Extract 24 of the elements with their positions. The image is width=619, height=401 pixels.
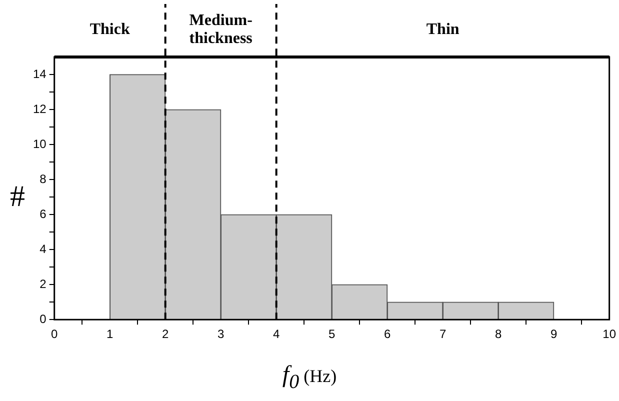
y-tick-label: 2 — [40, 276, 47, 291]
y-tick-label: 6 — [40, 206, 47, 221]
x-axis-title: f$_{0}$ (Hz) — [281, 362, 338, 394]
x-tick-label: 3 — [217, 327, 224, 342]
x-tick-label: 8 — [494, 327, 502, 342]
x-tick-label: 5 — [328, 327, 336, 342]
y-tick-label: 4 — [40, 242, 47, 256]
y-tick-label: 0 — [40, 312, 47, 326]
y-tick-label: 14 — [32, 66, 47, 81]
x-tick-label: 6 — [384, 327, 391, 342]
x-tick-label: 10 — [602, 327, 616, 342]
x-tick-label: 1 — [106, 327, 114, 342]
text: Medium-thickness — [189, 12, 252, 48]
text: Thin — [426, 21, 460, 38]
text: Thick — [90, 21, 130, 38]
y-tick-label: 12 — [32, 102, 47, 116]
y-tick-label: 10 — [32, 136, 47, 151]
x-tick-label: 4 — [272, 327, 280, 342]
y-tick-label: 8 — [40, 172, 47, 186]
x-tick-label: 2 — [162, 327, 169, 342]
x-tick-label: 7 — [439, 327, 446, 342]
y-axis-title: # — [10, 180, 25, 214]
x-tick-label: 9 — [550, 327, 558, 342]
x-tick-label: 0 — [51, 327, 58, 342]
